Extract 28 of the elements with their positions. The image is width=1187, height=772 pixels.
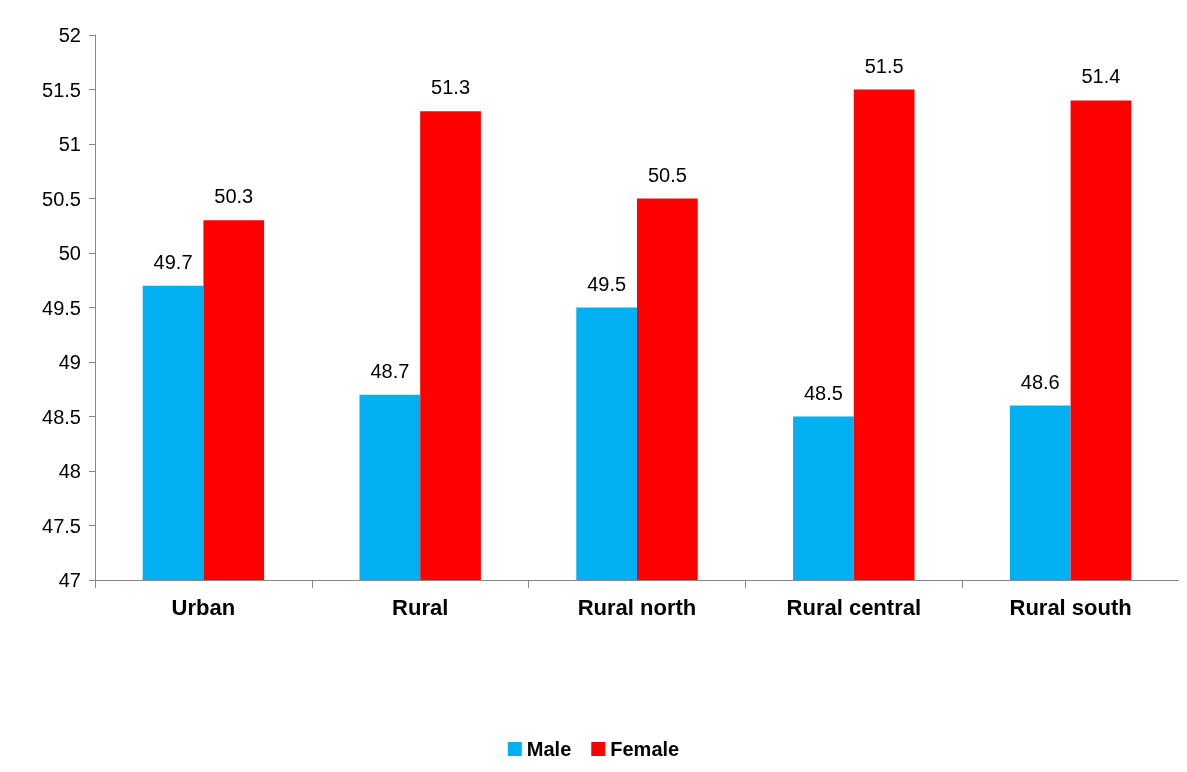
data-label: 50.3	[214, 185, 254, 208]
data-label: 48.5	[803, 381, 843, 404]
y-tick-label: 50.5	[42, 187, 81, 210]
x-tick-label: Rural south	[1009, 594, 1132, 620]
y-tick-label: 51	[58, 133, 81, 155]
data-label: 49.5	[587, 272, 627, 295]
x-tick-label: Urban	[171, 594, 236, 620]
y-tick-label: 49	[58, 351, 81, 373]
data-label: 49.7	[153, 250, 193, 273]
x-tick-label: Rural	[392, 594, 449, 620]
data-label: 51.5	[864, 54, 904, 77]
y-tick-label: 51.5	[42, 78, 81, 101]
y-tick-label: 48.5	[42, 405, 81, 428]
data-label: 51.3	[431, 76, 471, 99]
data-label: 51.4	[1081, 65, 1121, 88]
data-label: 50.5	[647, 163, 687, 186]
y-tick-label: 47	[58, 569, 81, 591]
y-tick-label: 49.5	[42, 296, 81, 319]
legend-label: Female	[610, 738, 680, 760]
data-label: 48.6	[1020, 370, 1060, 393]
y-tick-label: 48	[58, 460, 81, 482]
legend-label: Male	[526, 738, 572, 760]
x-tick-label: Rural north	[577, 594, 697, 620]
data-label: 48.7	[370, 359, 410, 382]
y-tick-label: 47.5	[42, 514, 81, 537]
y-tick-label: 52	[58, 24, 81, 46]
x-tick-label: Rural central	[786, 594, 922, 620]
y-tick-label: 50	[58, 242, 81, 264]
